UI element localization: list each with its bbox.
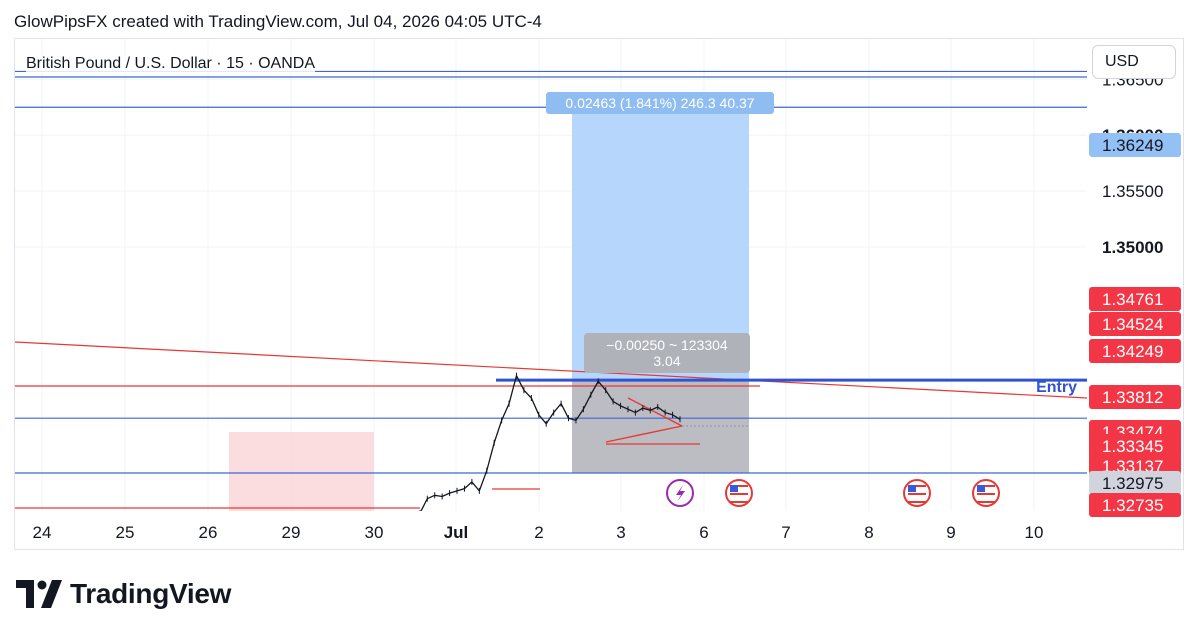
price-tag-label: 1.34524 <box>1102 315 1163 334</box>
us-event-icon <box>725 479 753 507</box>
stop-label-line1: −0.00250 ~ 123304 <box>606 337 728 353</box>
x-tick-label: 10 <box>1025 523 1044 542</box>
price-tag: 1.32735 <box>1089 493 1181 517</box>
price-tag-bg <box>1089 434 1181 458</box>
flag-stripe <box>908 493 926 495</box>
news-event-icon <box>666 479 694 507</box>
price-tag-bg <box>1089 339 1181 363</box>
price-tag: 1.36249 <box>1089 133 1181 157</box>
flag-stripe <box>977 501 995 503</box>
price-tag-bg <box>1089 133 1181 157</box>
stop-zone <box>572 380 749 473</box>
price-tag-label: 1.36249 <box>1102 136 1163 155</box>
x-tick-label: 3 <box>616 523 625 542</box>
target-label: 0.02463 (1.841%) 246.3 40.37 <box>565 95 754 111</box>
x-tick-label: 26 <box>199 523 218 542</box>
price-tag-label: 1.34761 <box>1102 290 1163 309</box>
pink-zone <box>229 432 374 511</box>
flag-canton <box>977 485 985 492</box>
flag-stripe <box>977 485 995 487</box>
x-tick-label: 2 <box>534 523 543 542</box>
stop-label-line2: 3.04 <box>653 353 680 369</box>
flag-canton <box>908 485 916 492</box>
flag-stripe <box>730 497 748 499</box>
y-tick-label: 1.35500 <box>1102 182 1163 201</box>
price-tag-label: 1.33812 <box>1102 388 1163 407</box>
x-tick-label: 30 <box>365 523 384 542</box>
price-tag-bg <box>1089 493 1181 517</box>
price-tag: 1.34249 <box>1089 339 1181 363</box>
x-tick-label: 7 <box>781 523 790 542</box>
price-tag-bg <box>1089 287 1181 311</box>
flag-stripe <box>908 497 926 499</box>
x-tick-label: 8 <box>864 523 873 542</box>
price-tag: 1.34761 <box>1089 287 1181 311</box>
us-event-icon <box>972 479 1000 507</box>
flag-stripe <box>730 485 748 487</box>
price-tag-label: 1.32735 <box>1102 496 1163 515</box>
flag-stripe <box>977 497 995 499</box>
chart-caption: GlowPipsFX created with TradingView.com,… <box>14 12 542 31</box>
flag-stripe <box>730 493 748 495</box>
x-tick-label: 9 <box>946 523 955 542</box>
price-tag-label: 1.32975 <box>1102 474 1163 493</box>
flag-stripe <box>977 493 995 495</box>
currency-label: USD <box>1105 53 1139 70</box>
price-tag: 1.34524 <box>1089 312 1181 336</box>
us-event-icon <box>903 479 931 507</box>
target-label-bg <box>546 92 774 114</box>
flag-stripe <box>908 485 926 487</box>
price-tag: 1.32975 <box>1089 471 1181 495</box>
price-tag: 1.33345 <box>1089 434 1181 458</box>
x-tick-label: 6 <box>699 523 708 542</box>
lightning-glyph <box>676 485 685 502</box>
trend-line <box>15 341 1087 399</box>
symbol-title: British Pound / U.S. Dollar · 15 · OANDA <box>26 55 315 73</box>
x-tick-label: 25 <box>116 523 135 542</box>
flag-stripe <box>908 501 926 503</box>
entry-annotation: Entry <box>1036 379 1077 396</box>
stop-label-bg <box>584 333 750 373</box>
x-tick-label: 24 <box>33 523 52 542</box>
flag-canton <box>730 485 738 492</box>
price-tag-bg <box>1089 312 1181 336</box>
price-tag: 1.33812 <box>1089 385 1181 409</box>
chart-frame <box>14 38 1184 550</box>
flag-stripe <box>977 489 995 491</box>
brand-name: TradingView <box>70 578 232 609</box>
x-tick-label: Jul <box>444 523 469 542</box>
flag-stripe <box>908 489 926 491</box>
price-tag-bg <box>1089 385 1181 409</box>
price-tag-label: 1.34249 <box>1102 342 1163 361</box>
y-tick-label: 1.35000 <box>1102 238 1163 257</box>
price-tag-label: 1.33345 <box>1102 437 1163 456</box>
flag-stripe <box>730 501 748 503</box>
x-tick-label: 29 <box>282 523 301 542</box>
price-line <box>420 373 681 511</box>
currency-selector[interactable]: USD <box>1092 45 1176 79</box>
tradingview-logo-icon <box>16 580 62 608</box>
flag-stripe <box>730 489 748 491</box>
tradingview-logo: TradingView <box>16 578 231 610</box>
price-tag-bg <box>1089 471 1181 495</box>
